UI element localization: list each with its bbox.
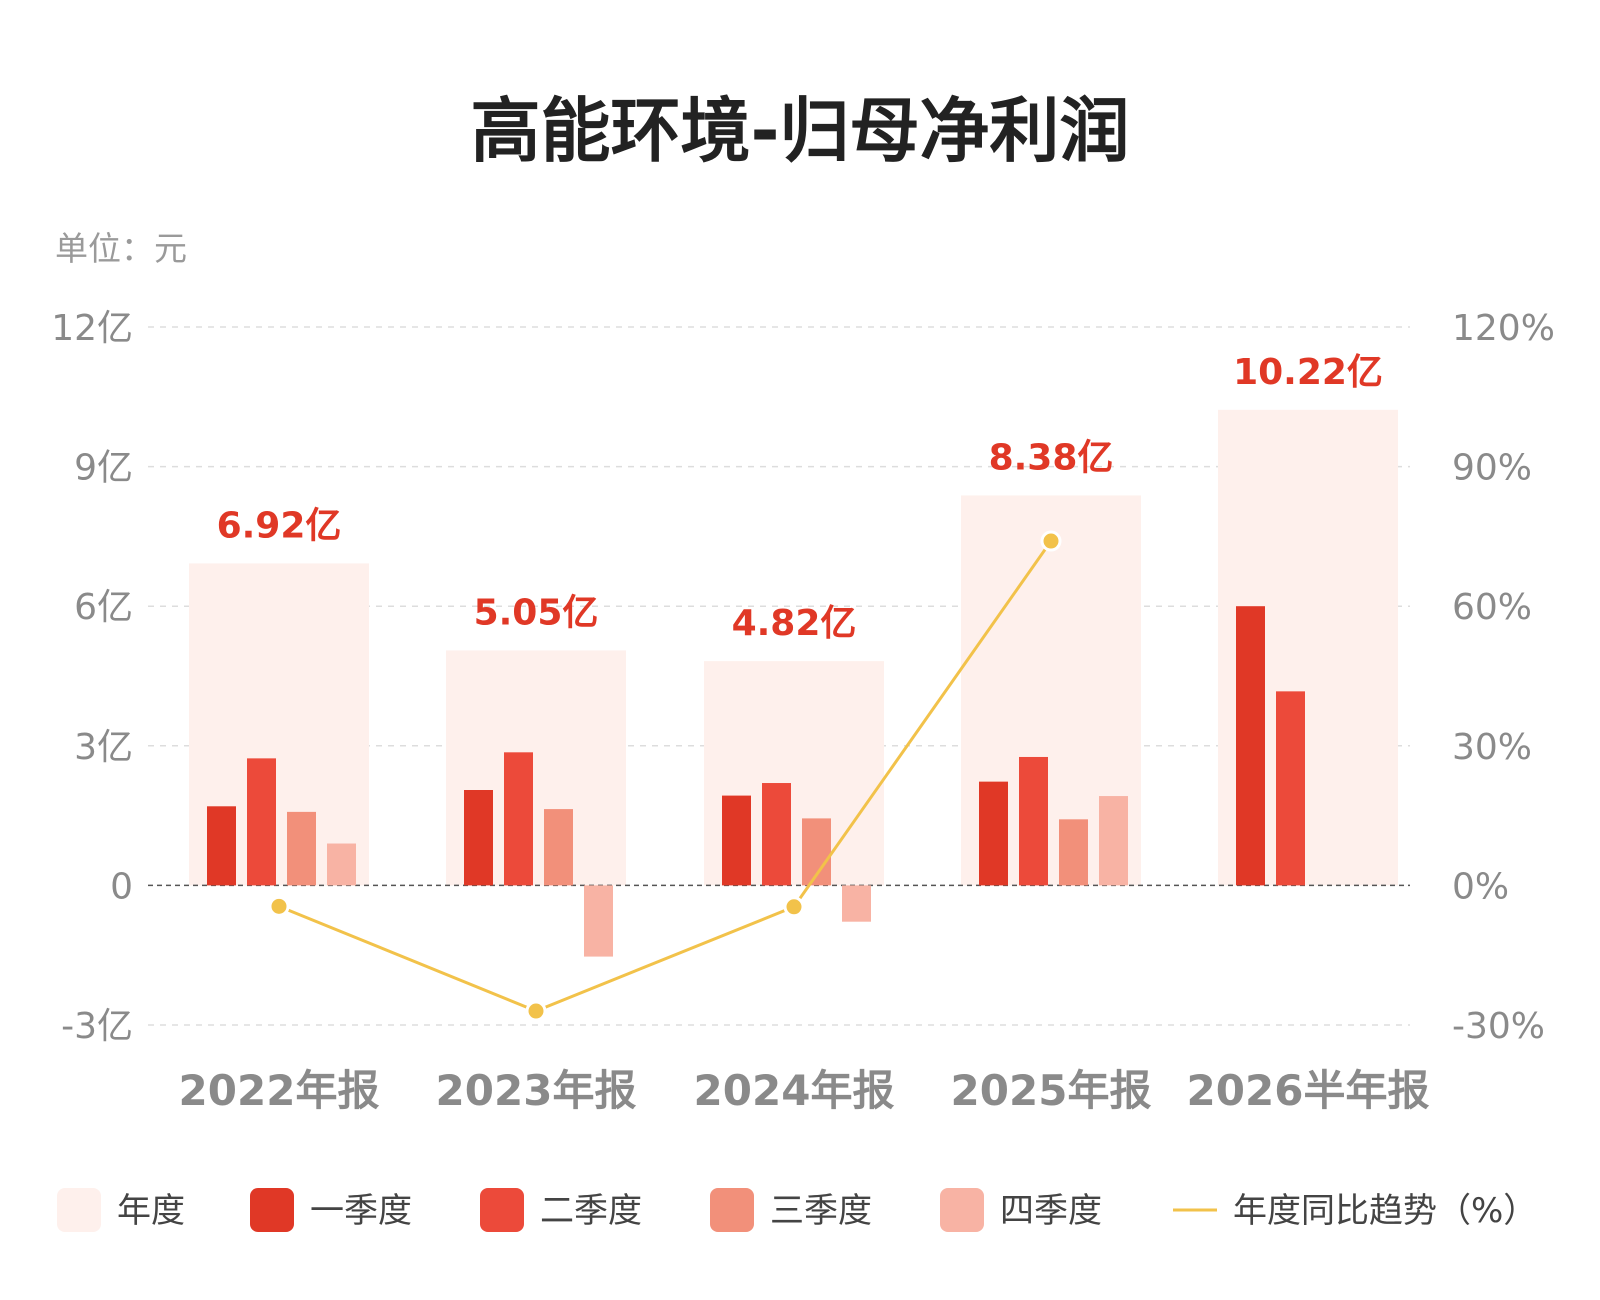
legend-swatch xyxy=(480,1188,524,1232)
x-tick-label: 2024年报 xyxy=(694,1066,895,1115)
total-value-label: 5.05亿 xyxy=(474,592,599,633)
quarter-bar-q4 xyxy=(1099,796,1128,886)
trend-point xyxy=(525,1000,547,1022)
quarter-bar-q2 xyxy=(1019,756,1048,886)
y-right-tick-label: -30% xyxy=(1452,1006,1545,1047)
quarter-bar-q1 xyxy=(979,781,1008,886)
x-tick-label: 2026半年报 xyxy=(1187,1066,1430,1115)
quarter-bar-q4 xyxy=(584,885,613,957)
quarter-bars xyxy=(207,606,1305,957)
annual-bars xyxy=(189,409,1398,886)
legend-label: 三季度 xyxy=(770,1191,872,1231)
quarter-bar-q3 xyxy=(1059,819,1088,886)
y-right-tick-label: 90% xyxy=(1452,448,1532,489)
total-value-label: 6.92亿 xyxy=(217,505,342,546)
y-left-tick-label: 12亿 xyxy=(51,308,133,349)
y-right-tick-label: 0% xyxy=(1452,866,1509,907)
y-right-tick-label: 120% xyxy=(1452,308,1555,349)
quarter-bar-q1 xyxy=(1236,606,1265,886)
trend-point xyxy=(783,896,805,918)
total-labels: 6.92亿 5.05亿 4.82亿 8.38亿 10.22亿 xyxy=(217,352,1383,644)
legend-label: 一季度 xyxy=(310,1191,412,1231)
trend-polyline xyxy=(278,540,1053,1013)
y-right-tick-label: 60% xyxy=(1452,587,1532,628)
total-value-label: 10.22亿 xyxy=(1233,352,1383,393)
quarter-bar-q2 xyxy=(762,783,791,886)
chart-title: 高能环境-归母净利润 xyxy=(470,90,1129,172)
quarter-bar-q2 xyxy=(247,758,276,886)
legend: 年度 一季度 二季度 三季度 四季度 年度同比趋势（%） xyxy=(57,1188,1537,1232)
legend-label: 年度同比趋势（%） xyxy=(1233,1191,1537,1231)
y-left-tick-label: 0 xyxy=(110,866,133,907)
quarter-bar-q2 xyxy=(1276,691,1305,886)
x-tick-label: 2025年报 xyxy=(951,1066,1152,1115)
y-left-tick-label: 9亿 xyxy=(74,448,133,489)
y-axis-left: 12亿 9亿 6亿 3亿 0 -3亿 xyxy=(51,308,133,1047)
y-left-tick-label: -3亿 xyxy=(61,1006,133,1047)
quarter-bar-q1 xyxy=(722,795,751,886)
x-tick-label: 2022年报 xyxy=(179,1066,380,1115)
y-left-tick-label: 6亿 xyxy=(74,587,133,628)
y-right-tick-label: 30% xyxy=(1452,727,1532,768)
total-value-label: 8.38亿 xyxy=(989,437,1114,478)
trend-line xyxy=(268,530,1062,1022)
legend-swatch xyxy=(57,1188,101,1232)
quarter-bar-q1 xyxy=(207,806,236,886)
legend-swatch xyxy=(710,1188,754,1232)
legend-label: 年度 xyxy=(117,1191,185,1231)
y-left-tick-label: 3亿 xyxy=(74,727,133,768)
quarter-bar-q4 xyxy=(327,843,356,886)
trend-point xyxy=(1040,530,1062,552)
trend-point xyxy=(268,895,290,917)
x-axis: 2022年报 2023年报 2024年报 2025年报 2026半年报 xyxy=(179,1066,1430,1115)
legend-label: 二季度 xyxy=(540,1191,642,1231)
x-tick-label: 2023年报 xyxy=(436,1066,637,1115)
unit-label: 单位：元 xyxy=(55,229,187,268)
y-axis-right: 120% 90% 60% 30% 0% -30% xyxy=(1452,308,1555,1047)
quarter-bar-q1 xyxy=(464,790,493,886)
total-value-label: 4.82亿 xyxy=(732,603,857,644)
quarter-bar-q2 xyxy=(504,752,533,886)
legend-label: 四季度 xyxy=(1000,1191,1102,1231)
quarter-bar-q3 xyxy=(544,809,573,886)
legend-swatch xyxy=(250,1188,294,1232)
quarter-bar-q4 xyxy=(842,885,871,922)
quarter-bar-q3 xyxy=(287,811,316,886)
legend-swatch xyxy=(940,1188,984,1232)
